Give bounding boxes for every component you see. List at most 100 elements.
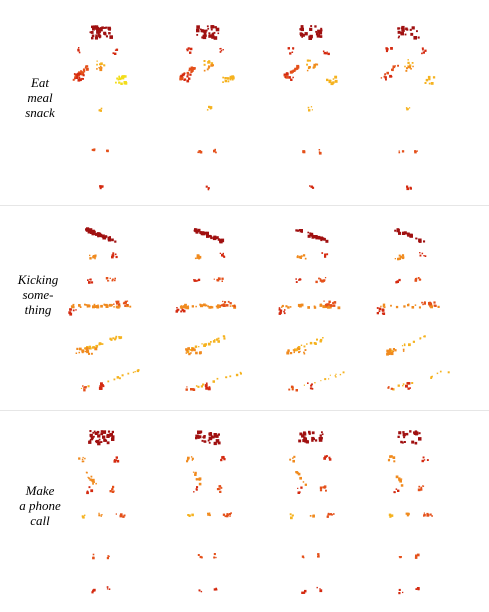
point bbox=[303, 384, 305, 386]
point bbox=[111, 238, 114, 242]
point bbox=[73, 73, 76, 75]
point bbox=[123, 514, 126, 517]
point bbox=[112, 252, 115, 255]
point bbox=[400, 31, 404, 36]
point bbox=[90, 436, 93, 439]
point bbox=[107, 280, 110, 282]
point bbox=[316, 63, 319, 66]
point bbox=[300, 303, 304, 307]
point bbox=[122, 515, 125, 518]
point bbox=[334, 75, 338, 79]
point bbox=[199, 555, 202, 559]
point bbox=[105, 439, 108, 442]
point bbox=[415, 554, 418, 557]
point bbox=[207, 513, 210, 516]
point bbox=[114, 253, 117, 256]
point bbox=[407, 59, 409, 61]
point bbox=[419, 254, 422, 257]
point bbox=[221, 253, 224, 257]
point bbox=[70, 305, 74, 308]
point bbox=[402, 431, 405, 434]
point bbox=[335, 376, 337, 378]
point bbox=[217, 304, 221, 308]
point bbox=[207, 188, 209, 190]
row-divider-2 bbox=[0, 410, 489, 411]
point bbox=[293, 351, 295, 354]
point bbox=[403, 441, 406, 443]
skeleton-eat-meal-snack-frame-1 bbox=[72, 25, 128, 190]
point bbox=[189, 73, 192, 76]
skeleton-kicking-something-frame-2 bbox=[175, 228, 242, 391]
point bbox=[114, 240, 117, 243]
point bbox=[310, 185, 313, 188]
point bbox=[329, 513, 332, 516]
point bbox=[221, 304, 223, 306]
point bbox=[398, 254, 401, 257]
point bbox=[192, 471, 195, 473]
point bbox=[285, 72, 289, 76]
point bbox=[111, 254, 115, 257]
point bbox=[292, 457, 294, 459]
point bbox=[402, 385, 404, 387]
point bbox=[221, 280, 223, 282]
point bbox=[72, 309, 75, 312]
skeleton-eat-meal-snack-frame-2 bbox=[179, 25, 235, 191]
point bbox=[208, 65, 210, 67]
point bbox=[129, 305, 132, 308]
point bbox=[101, 234, 105, 238]
point bbox=[203, 303, 206, 307]
point bbox=[110, 433, 113, 436]
point bbox=[195, 385, 198, 387]
point bbox=[229, 302, 232, 305]
point bbox=[403, 305, 406, 308]
point bbox=[323, 51, 326, 55]
point bbox=[216, 338, 219, 341]
point bbox=[214, 26, 217, 29]
point bbox=[313, 305, 316, 308]
point bbox=[302, 555, 304, 557]
point bbox=[72, 303, 75, 306]
point bbox=[386, 71, 389, 75]
point bbox=[198, 257, 201, 260]
point bbox=[101, 514, 103, 516]
point bbox=[447, 371, 450, 374]
point bbox=[306, 59, 309, 62]
point bbox=[99, 385, 102, 388]
point bbox=[408, 107, 411, 109]
point bbox=[408, 66, 411, 69]
point bbox=[191, 459, 193, 461]
point bbox=[407, 512, 410, 516]
point bbox=[69, 308, 72, 311]
point bbox=[295, 67, 299, 70]
point bbox=[413, 431, 416, 434]
point bbox=[85, 471, 88, 474]
point bbox=[117, 300, 120, 303]
point bbox=[213, 556, 216, 559]
point bbox=[388, 349, 391, 352]
point bbox=[433, 301, 436, 304]
point bbox=[100, 432, 104, 436]
point bbox=[320, 27, 323, 30]
point bbox=[94, 432, 97, 435]
point bbox=[76, 347, 79, 350]
point bbox=[108, 434, 111, 437]
point bbox=[220, 486, 222, 488]
point bbox=[414, 556, 418, 559]
point bbox=[82, 74, 85, 77]
point bbox=[198, 589, 201, 592]
point bbox=[106, 149, 108, 152]
point bbox=[107, 430, 111, 433]
point bbox=[397, 64, 399, 67]
point bbox=[385, 47, 388, 50]
point bbox=[186, 305, 189, 308]
point bbox=[387, 386, 390, 389]
point bbox=[407, 303, 410, 307]
point bbox=[210, 435, 214, 438]
row-label-line: Make bbox=[25, 483, 55, 498]
point bbox=[325, 489, 327, 492]
point bbox=[327, 514, 329, 516]
point bbox=[205, 304, 208, 306]
point bbox=[203, 344, 206, 347]
point bbox=[335, 373, 337, 375]
point bbox=[229, 515, 231, 517]
